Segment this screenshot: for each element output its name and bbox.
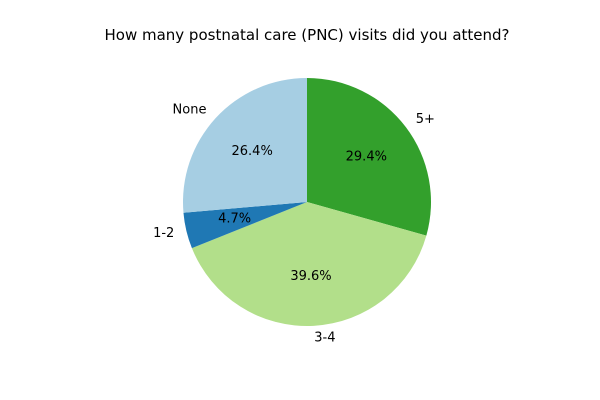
- slice-label-none: None: [173, 102, 207, 117]
- slice-percent-1-2: 4.7%: [218, 212, 251, 227]
- slice-label-1-2: 1-2: [153, 226, 174, 241]
- pie-slice-5: [307, 78, 431, 236]
- chart-title: How many postnatal care (PNC) visits did…: [104, 26, 509, 44]
- slice-percent-none: 26.4%: [232, 144, 273, 159]
- pie-slices: [182, 78, 431, 326]
- pie-slice-3-4: [191, 202, 427, 326]
- pie-slice-1-2: [183, 202, 307, 249]
- slice-percent-5: 29.4%: [346, 150, 387, 165]
- pie-slice-none: [182, 78, 307, 213]
- pie-labels: 5+ 29.4% 3-4 39.6% 1-2 4.7% None 26.4%: [153, 102, 435, 345]
- slice-label-3-4: 3-4: [314, 331, 335, 346]
- slice-label-5: 5+: [416, 112, 435, 127]
- slice-percent-3-4: 39.6%: [290, 269, 331, 284]
